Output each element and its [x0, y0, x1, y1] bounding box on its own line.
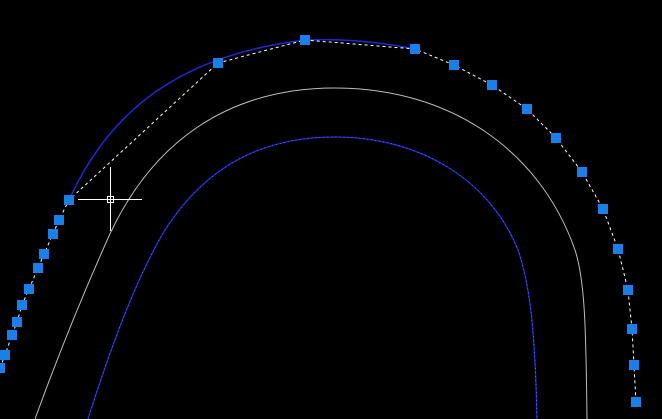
- grip[interactable]: [17, 300, 27, 310]
- grip[interactable]: [12, 317, 22, 327]
- grip[interactable]: [598, 204, 608, 214]
- grip[interactable]: [613, 244, 623, 254]
- grip[interactable]: [487, 80, 497, 90]
- grip[interactable]: [449, 60, 459, 70]
- grip[interactable]: [48, 229, 58, 239]
- grip[interactable]: [39, 249, 49, 259]
- grips[interactable]: [0, 35, 641, 407]
- grip[interactable]: [577, 167, 587, 177]
- grip[interactable]: [24, 284, 34, 294]
- pickbox: [107, 196, 114, 203]
- grip[interactable]: [410, 44, 420, 54]
- grip[interactable]: [0, 350, 10, 360]
- inner-edge: [87, 136, 538, 419]
- grip[interactable]: [7, 330, 17, 340]
- outer-edge: [68, 38, 416, 201]
- crosshair-cursor: [78, 167, 142, 231]
- grip[interactable]: [623, 285, 633, 295]
- grip[interactable]: [631, 397, 641, 407]
- grip[interactable]: [33, 263, 43, 273]
- grip[interactable]: [64, 195, 74, 205]
- centerline: [34, 87, 588, 419]
- grip[interactable]: [551, 133, 561, 143]
- grip[interactable]: [0, 363, 5, 373]
- grip[interactable]: [627, 324, 637, 334]
- grip[interactable]: [213, 58, 223, 68]
- grip[interactable]: [522, 104, 532, 114]
- grip[interactable]: [629, 360, 639, 370]
- grip[interactable]: [54, 215, 64, 225]
- grip[interactable]: [300, 35, 310, 45]
